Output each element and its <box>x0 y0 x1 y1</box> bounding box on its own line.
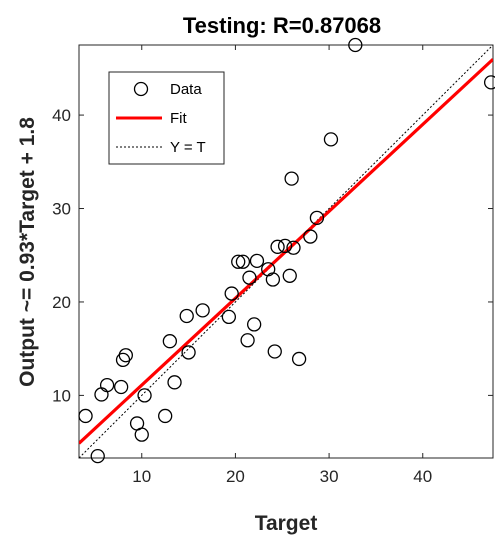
data-point <box>265 272 281 287</box>
data-point <box>249 253 265 268</box>
data-point <box>323 132 339 147</box>
data-point <box>224 286 239 301</box>
y-tick-label: 10 <box>52 386 71 405</box>
data-point <box>181 345 196 360</box>
data-point <box>348 37 363 53</box>
legend: Data Fit Y = T <box>108 71 225 165</box>
y-tick-label: 30 <box>52 200 71 219</box>
data-point <box>90 448 105 464</box>
data-point <box>240 333 255 348</box>
data-point <box>286 240 301 255</box>
data-point <box>282 268 297 283</box>
x-tick-label: 10 <box>132 467 151 486</box>
data-point <box>309 210 325 226</box>
legend-data-marker <box>133 81 149 97</box>
data-point <box>113 379 129 395</box>
data-point <box>270 239 285 254</box>
data-point <box>179 308 194 324</box>
data-point <box>247 317 262 332</box>
data-point <box>291 351 307 367</box>
data-point <box>167 375 182 390</box>
data-point <box>158 408 173 424</box>
ticks-layer: 10 20 30 40 10 20 30 40 <box>52 45 493 486</box>
x-axis-label: Target <box>255 512 318 535</box>
data-point <box>137 388 152 403</box>
data-point <box>231 254 246 269</box>
data-point <box>235 254 251 269</box>
data-point <box>162 334 178 349</box>
x-tick-label: 20 <box>226 467 245 486</box>
data-point <box>303 229 318 244</box>
x-tick-label: 40 <box>413 467 432 486</box>
data-point <box>99 377 115 393</box>
data-point <box>242 270 257 285</box>
legend-identity-label: Y = T <box>170 139 206 156</box>
data-point <box>284 171 299 186</box>
legend-fit-label: Fit <box>170 110 187 127</box>
y-axis-label: Output ~= 0.93*Target + 1.8 <box>16 117 39 387</box>
data-point <box>134 427 149 442</box>
data-point <box>221 309 237 325</box>
data-point <box>118 348 133 363</box>
data-point <box>267 344 282 359</box>
legend-data-label: Data <box>170 81 202 98</box>
chart-title: Testing: R=0.87068 <box>183 13 381 38</box>
y-tick-label: 40 <box>52 106 71 125</box>
data-point <box>195 303 210 318</box>
fit-line <box>79 58 493 445</box>
x-tick-label: 30 <box>320 467 339 486</box>
points-layer <box>78 37 495 464</box>
data-point <box>277 238 293 254</box>
data-point <box>483 75 495 90</box>
y-tick-label: 20 <box>52 293 71 312</box>
data-point <box>78 408 93 424</box>
